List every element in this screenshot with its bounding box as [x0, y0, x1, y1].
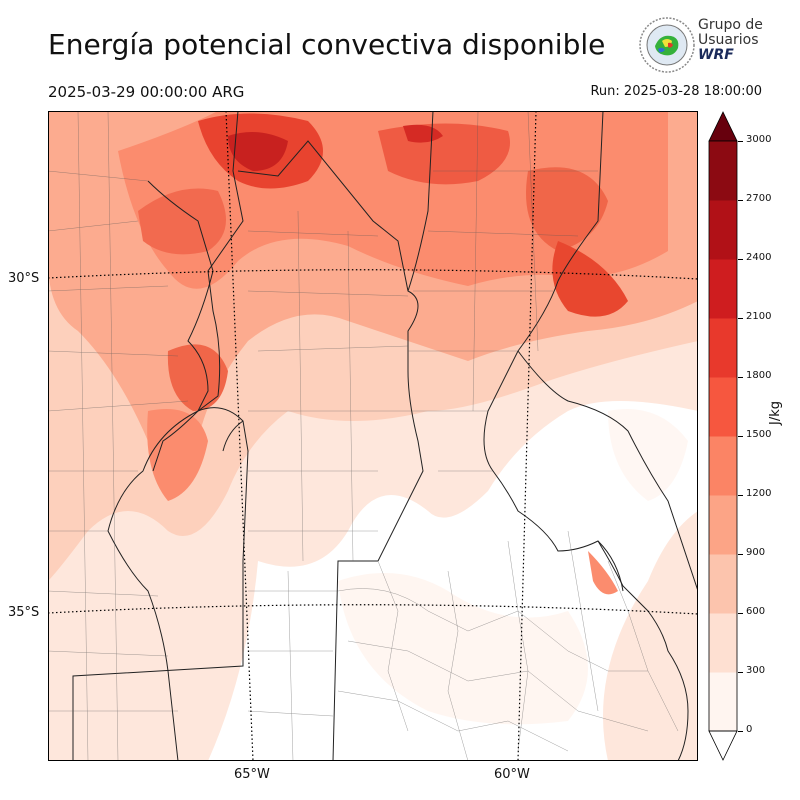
colorbar-min-arrow — [708, 730, 738, 761]
logo-line1: Grupo de — [698, 17, 763, 33]
colorbar-tick-label: 2700 — [746, 193, 772, 204]
cape-map — [47, 110, 699, 762]
colorbar-bin — [709, 377, 737, 437]
lat-label-30s: 30°S — [8, 271, 40, 286]
colorbar-tick-mark — [738, 377, 743, 378]
wrf-logo: Grupo de Usuarios WRF — [638, 16, 768, 76]
colorbar — [708, 111, 738, 761]
colorbar-tick-mark — [738, 200, 743, 201]
chart-title: Energía potencial convectiva disponible — [48, 28, 606, 61]
colorbar-tick-mark — [738, 613, 743, 614]
colorbar-tick-mark — [738, 554, 743, 555]
colorbar-bin — [709, 259, 737, 319]
logo-line2: Usuarios — [698, 32, 759, 48]
colorbar-max-arrow — [708, 111, 738, 142]
colorbar-tick-label: 1200 — [746, 488, 772, 499]
colorbar-tick-label: 600 — [746, 606, 766, 617]
colorbar-bin — [709, 613, 737, 673]
colorbar-bin — [709, 318, 737, 378]
colorbar-unit: J/kg — [768, 401, 783, 425]
colorbar-bin — [709, 672, 737, 732]
colorbar-frame — [708, 140, 738, 732]
colorbar-bin — [709, 554, 737, 614]
colorbar-tick-label: 1800 — [746, 370, 772, 381]
globe-emblem-icon — [639, 17, 695, 73]
lon-label-65w: 65°W — [234, 767, 270, 782]
cape-field — [48, 111, 698, 761]
colorbar-tick-label: 300 — [746, 665, 766, 676]
colorbar-tick-mark — [738, 141, 743, 142]
colorbar-bin — [709, 200, 737, 260]
colorbar-bin — [709, 495, 737, 555]
colorbar-tick-label: 900 — [746, 547, 766, 558]
map-frame — [48, 111, 698, 761]
logo-brand: WRF — [698, 47, 734, 63]
colorbar-bin — [709, 141, 737, 201]
colorbar-tick-label: 0 — [746, 724, 753, 735]
colorbar-tick-label: 3000 — [746, 134, 772, 145]
colorbar-tick-mark — [738, 318, 743, 319]
coastline — [597, 540, 689, 762]
lat-label-35s: 35°S — [8, 605, 40, 620]
colorbar-tick-mark — [738, 672, 743, 673]
colorbar-tick-label: 2400 — [746, 252, 772, 263]
colorbar-tick-label: 2100 — [746, 311, 772, 322]
province-boundaries — [72, 110, 699, 762]
colorbar-bin — [709, 436, 737, 496]
cape-map-svg — [47, 110, 699, 762]
colorbar-tick-label: 1500 — [746, 429, 772, 440]
colorbar-tick-mark — [738, 731, 743, 732]
colorbar-tick-mark — [738, 259, 743, 260]
valid-time: 2025-03-29 00:00:00 ARG — [48, 83, 245, 101]
graticule — [47, 110, 699, 762]
run-time: Run: 2025-03-28 18:00:00 — [590, 84, 762, 99]
colorbar-svg — [708, 111, 738, 761]
colorbar-tick-mark — [738, 436, 743, 437]
lon-label-60w: 60°W — [494, 767, 530, 782]
colorbar-tick-mark — [738, 495, 743, 496]
